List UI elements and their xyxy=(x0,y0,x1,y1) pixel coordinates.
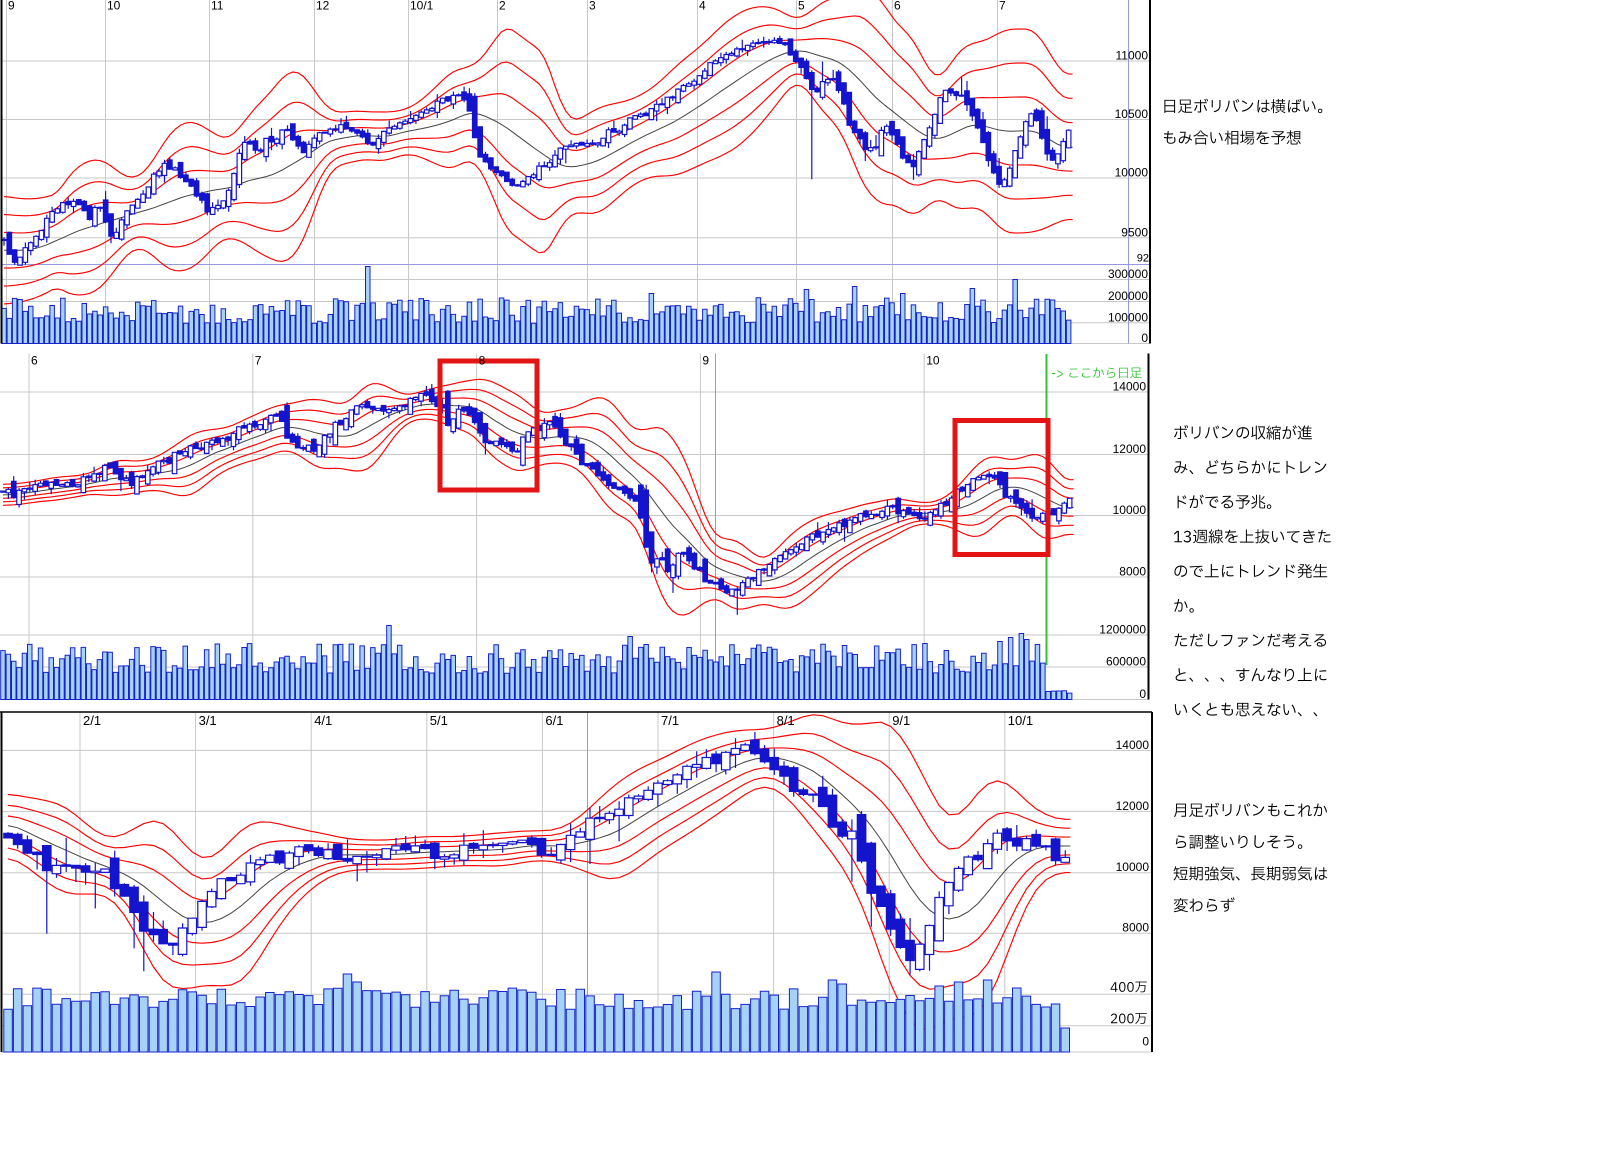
svg-text:0: 0 xyxy=(1141,331,1148,345)
svg-text:8000: 8000 xyxy=(1119,565,1146,579)
svg-text:10: 10 xyxy=(107,0,121,13)
svg-text:8/1: 8/1 xyxy=(777,713,795,728)
svg-text:8000: 8000 xyxy=(1122,921,1149,935)
svg-text:0: 0 xyxy=(1139,687,1146,701)
svg-text:2/1: 2/1 xyxy=(83,713,101,728)
svg-text:9/1: 9/1 xyxy=(892,713,910,728)
svg-text:4: 4 xyxy=(699,0,706,13)
svg-text:6: 6 xyxy=(31,354,38,368)
svg-text:7: 7 xyxy=(255,354,262,368)
svg-text:10000: 10000 xyxy=(1113,503,1147,517)
svg-text:7/1: 7/1 xyxy=(661,713,679,728)
svg-text:92: 92 xyxy=(1137,253,1149,265)
svg-text:11000: 11000 xyxy=(1116,49,1149,63)
svg-text:10000: 10000 xyxy=(1115,166,1149,180)
svg-text:200000: 200000 xyxy=(1108,289,1148,303)
svg-text:5/1: 5/1 xyxy=(430,713,448,728)
svg-text:6/1: 6/1 xyxy=(545,713,563,728)
svg-text:10500: 10500 xyxy=(1115,107,1149,121)
svg-text:10/1: 10/1 xyxy=(1008,713,1033,728)
svg-text:12000: 12000 xyxy=(1113,442,1147,456)
svg-text:5: 5 xyxy=(798,0,805,13)
svg-text:6: 6 xyxy=(894,0,901,13)
svg-text:14000: 14000 xyxy=(1113,380,1147,394)
svg-text:2: 2 xyxy=(499,0,506,13)
svg-text:9: 9 xyxy=(8,0,15,13)
svg-text:0: 0 xyxy=(1142,1035,1149,1049)
svg-text:300000: 300000 xyxy=(1108,267,1148,281)
svg-text:8: 8 xyxy=(479,354,486,368)
svg-text:10000: 10000 xyxy=(1116,860,1150,874)
svg-text:12000: 12000 xyxy=(1116,799,1150,813)
svg-text:1200000: 1200000 xyxy=(1099,623,1146,637)
svg-text:9: 9 xyxy=(702,354,709,368)
svg-text:600000: 600000 xyxy=(1106,655,1146,669)
svg-text:10: 10 xyxy=(926,354,940,368)
svg-text:4/1: 4/1 xyxy=(314,713,332,728)
svg-text:3: 3 xyxy=(589,0,596,13)
svg-text:12: 12 xyxy=(316,0,330,13)
svg-text:14000: 14000 xyxy=(1116,738,1150,752)
svg-text:3/1: 3/1 xyxy=(199,713,217,728)
svg-text:100000: 100000 xyxy=(1108,310,1148,324)
svg-text:9500: 9500 xyxy=(1121,225,1148,239)
svg-text:11: 11 xyxy=(211,0,224,13)
svg-text:7: 7 xyxy=(999,0,1006,13)
svg-text:10/1: 10/1 xyxy=(410,0,434,13)
